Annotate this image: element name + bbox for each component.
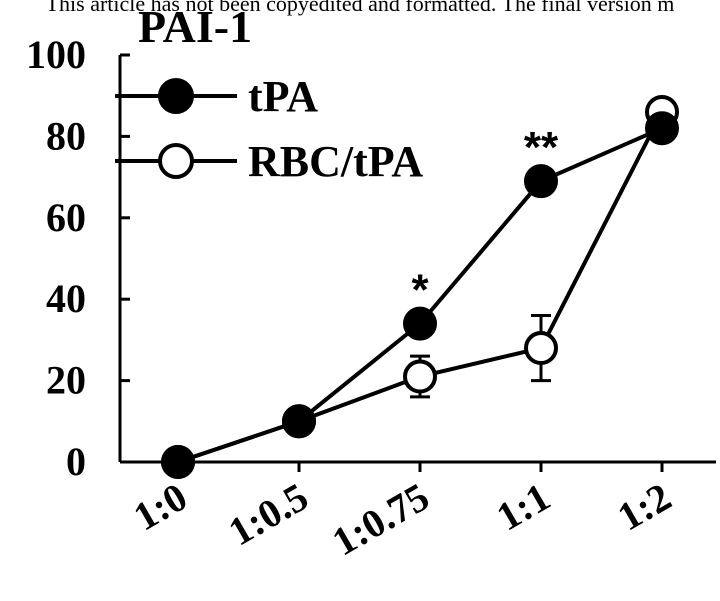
y-tick-label: 20 xyxy=(46,358,86,403)
data-point-tPA xyxy=(645,111,679,146)
x-tick-label: 1:0.75 xyxy=(325,474,437,565)
significance-annotations: *** xyxy=(411,123,559,314)
significance-marker: ** xyxy=(524,123,559,172)
x-tick-label: 1:1 xyxy=(489,474,558,540)
axes xyxy=(118,53,716,472)
data-point-RBC/tPA xyxy=(524,331,558,366)
legend-marker xyxy=(158,143,194,179)
y-tick-label: 40 xyxy=(46,276,86,321)
y-tick-label: 100 xyxy=(26,32,86,77)
x-tick-label: 1:2 xyxy=(610,474,679,540)
header-text: This article has not been copyedited and… xyxy=(45,0,675,16)
legend-label: RBC/tPA xyxy=(248,137,423,186)
x-tick-labels: 1:0 1:0.5 1:0.75 1:1 1:2 xyxy=(126,474,679,565)
y-tick-label: 80 xyxy=(46,113,86,158)
data-point-tPA xyxy=(403,306,437,341)
legend-label: tPA xyxy=(248,72,318,121)
data-point-tPA xyxy=(161,445,195,479)
series-layer xyxy=(161,94,679,479)
y-tick-label: 60 xyxy=(46,195,86,240)
chart-title: PAI-1 xyxy=(138,1,252,52)
y-tick-label: 0 xyxy=(66,439,86,484)
legend-marker xyxy=(158,78,194,114)
x-tick-label: 1:0.5 xyxy=(221,474,316,555)
y-tick-labels: 0 20 40 60 80 100 xyxy=(26,32,86,484)
legend: tPA RBC/tPA xyxy=(115,72,423,186)
data-point-RBC/tPA xyxy=(403,359,437,394)
data-point-tPA xyxy=(524,164,558,199)
significance-marker: * xyxy=(411,266,429,315)
data-point-tPA xyxy=(282,404,316,439)
x-tick-label: 1:0 xyxy=(126,474,195,540)
